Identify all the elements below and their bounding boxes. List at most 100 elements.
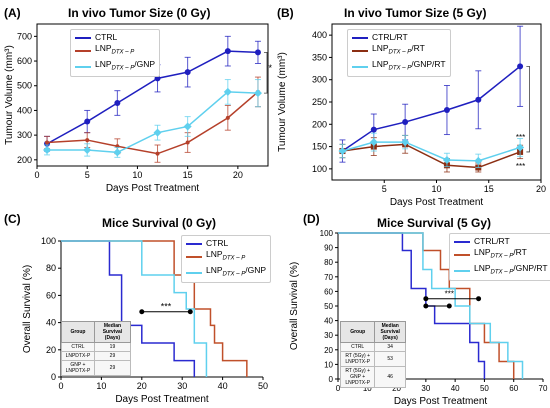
legend-swatch	[186, 271, 202, 274]
x-tick-label: 40	[218, 381, 228, 391]
significance-annotation: ***	[161, 302, 172, 312]
panel-label: (D)	[303, 212, 320, 226]
legend-item: CTRL	[75, 32, 155, 43]
chart-title: In vivo Tumor Size (0 Gy)	[68, 6, 211, 20]
data-point	[43, 145, 52, 154]
x-tick-label: 20	[392, 384, 401, 393]
data-point	[223, 87, 232, 96]
table-cell: CTRL	[61, 342, 95, 352]
data-point	[516, 143, 525, 152]
x-tick-label: 40	[451, 384, 460, 393]
y-tick-label: 70	[324, 273, 333, 282]
median-point	[476, 296, 482, 302]
table-cell: 53	[374, 351, 406, 367]
y-tick-label: 150	[312, 142, 327, 152]
y-tick-label: 50	[324, 302, 333, 311]
y-tick-label: 0	[329, 375, 334, 384]
y-tick-label: 600	[17, 56, 32, 66]
significance-annotation: ***	[516, 162, 525, 171]
x-tick-label: 70	[539, 384, 548, 393]
y-tick-label: 30	[324, 331, 333, 340]
table-cell: 19	[93, 342, 132, 352]
y-tick-label: 100	[320, 229, 334, 238]
chart-title: Mice Survival (5 Gy)	[377, 216, 492, 230]
table-row: GNP + LNPDTX-P 29	[61, 360, 132, 376]
legend-item: LNPDTX – P/GNP	[75, 59, 155, 75]
legend-label: CTRL	[95, 32, 118, 42]
data-point	[442, 155, 451, 164]
legend-label: CTRL/RT	[474, 236, 510, 246]
legend-swatch	[352, 65, 368, 68]
x-axis-label: Days Post Treatment	[390, 197, 484, 208]
table-cell: 29	[93, 360, 132, 376]
survival-curve	[338, 232, 524, 379]
legend-swatch	[352, 49, 368, 52]
median-point	[423, 296, 429, 302]
significance-bracket	[263, 52, 268, 94]
series-line	[46, 91, 259, 155]
y-tick-label: 400	[17, 105, 32, 115]
legend-item: LNPDTX – P/GNP	[186, 265, 266, 281]
x-tick-label: 10	[132, 170, 142, 180]
y-axis-label: Overall Survival (%)	[289, 262, 300, 350]
legend-swatch	[352, 36, 368, 39]
x-axis-label: Days Post Treatment	[394, 396, 488, 407]
panel-c: (C) Mice Survival (0 Gy) 0 10 20 30 40 50 0 20 4…	[0, 204, 275, 408]
legend-label: LNPDTX – P/GNP	[206, 264, 267, 278]
significance-bracket	[526, 65, 530, 153]
legend-swatch	[454, 240, 470, 243]
data-point	[155, 151, 160, 156]
chart-title: In vivo Tumor Size (5 Gy)	[344, 6, 487, 20]
panel-label: (B)	[277, 6, 294, 20]
data-point	[153, 128, 162, 137]
legend-label: LNPDTX – P/GNP	[95, 58, 156, 72]
legend: CTRL/RT LNPDTX – P/RT LNPDTX – P/GNP/RT	[347, 29, 451, 78]
legend-label: CTRL/RT	[372, 32, 408, 42]
data-point	[369, 138, 378, 147]
x-tick-label: 5	[85, 170, 90, 180]
y-tick-label: 40	[324, 317, 333, 326]
data-point	[475, 96, 482, 103]
data-point	[370, 126, 377, 133]
legend-swatch	[75, 65, 91, 68]
y-tick-label: 200	[312, 119, 327, 129]
series-line	[342, 141, 521, 162]
y-tick-label: 0	[51, 372, 56, 382]
legend-label: LNPDTX – P/RT	[372, 43, 425, 56]
y-tick-label: 10	[324, 360, 333, 369]
y-axis-label: Overall Survival (%)	[22, 265, 33, 353]
data-point	[45, 140, 50, 145]
legend-item: CTRL	[186, 238, 266, 249]
x-tick-label: 50	[258, 381, 268, 391]
panel-label: (A)	[4, 6, 21, 20]
tumor-size-0gy-chart: 0 5 10 15 20 200 300 400 500 600 700 Days Post Trea…	[4, 23, 272, 194]
table-cell: 29	[93, 351, 132, 361]
legend-item: LNPDTX – P	[186, 249, 266, 265]
legend-item: LNPDTX – P	[75, 43, 155, 59]
table-cell: CTRL	[339, 342, 376, 352]
survival-curve	[61, 240, 208, 377]
x-tick-label: 20	[536, 184, 546, 194]
table-cell: RT (5Gy) + GNP + LNPDTX-P	[339, 366, 376, 388]
panel-b: (B) In vivo Tumor Size (5 Gy) 5 10 15 20 100…	[275, 0, 550, 208]
x-tick-label: 10	[431, 184, 441, 194]
x-tick-label: 0	[58, 381, 63, 391]
series-line	[342, 65, 521, 152]
y-tick-label: 20	[324, 346, 333, 355]
y-tick-label: 40	[46, 318, 56, 328]
y-tick-label: 90	[324, 244, 333, 253]
x-tick-label: 15	[183, 170, 193, 180]
data-point	[114, 100, 121, 107]
x-tick-label: 15	[484, 184, 494, 194]
y-tick-label: 350	[312, 52, 327, 62]
panel-label: (C)	[4, 212, 21, 226]
data-point	[85, 138, 90, 143]
y-tick-label: 300	[17, 130, 32, 140]
y-axis-label: Tumour Volume (mm³)	[4, 45, 15, 145]
legend-item: LNPDTX – P/GNP/RT	[352, 59, 446, 75]
data-point	[517, 63, 524, 70]
plot-frame	[36, 23, 269, 167]
legend-swatch	[454, 269, 470, 272]
series-line	[342, 143, 521, 169]
table-cell: RT (5Gy) + LNPDTX-P	[339, 351, 376, 367]
